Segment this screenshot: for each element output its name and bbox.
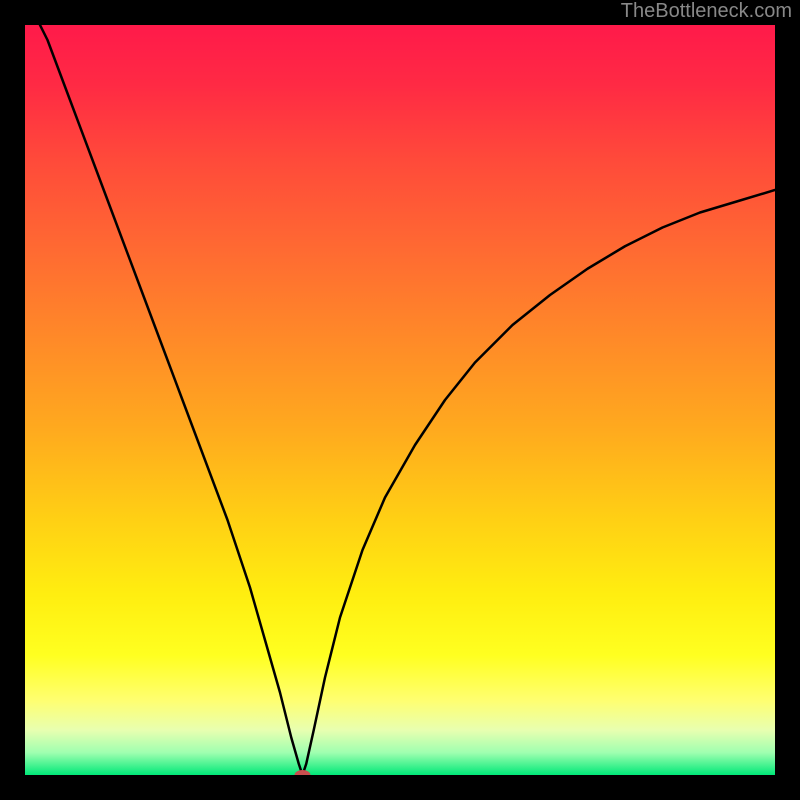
chart-container: TheBottleneck.com [0,0,800,800]
bottleneck-chart [0,0,800,800]
